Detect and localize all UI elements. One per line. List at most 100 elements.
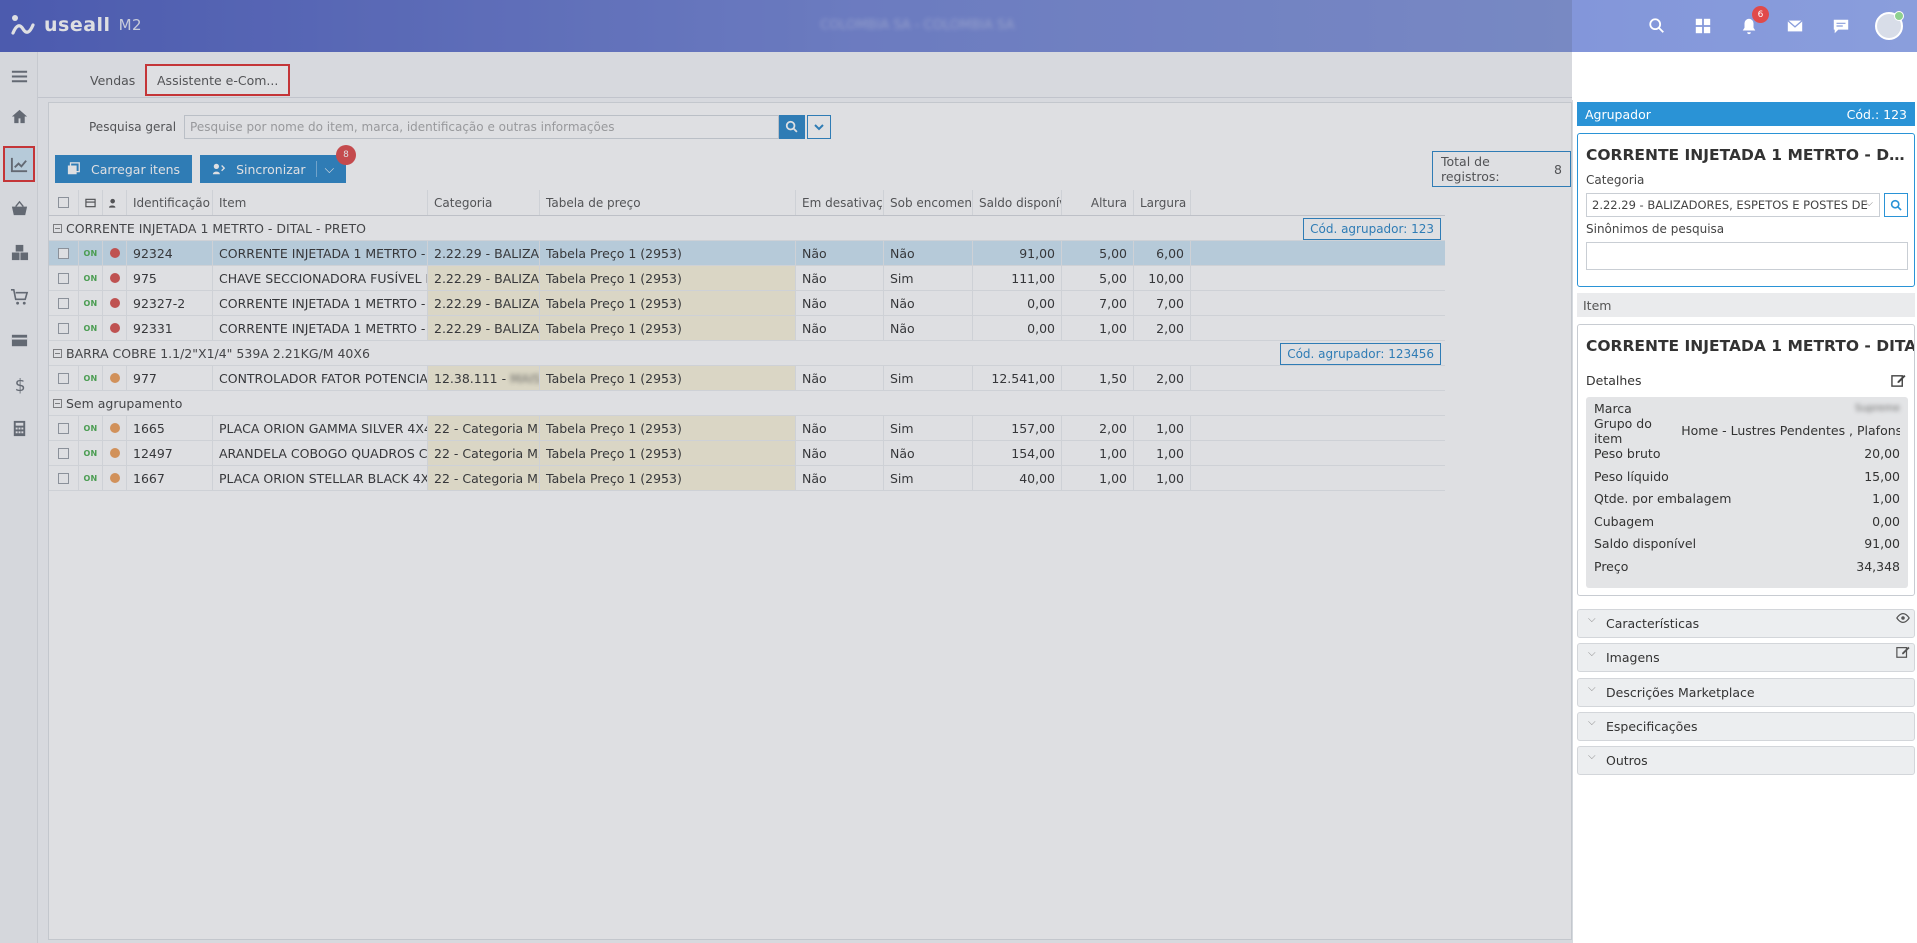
load-items-button[interactable]: Carregar itens: [55, 155, 193, 183]
row-checkbox[interactable]: [49, 416, 79, 440]
tab-vendas[interactable]: Vendas: [90, 72, 136, 88]
category-search-button[interactable]: [1884, 193, 1908, 217]
credit-card-icon[interactable]: [3, 322, 35, 358]
mail-icon[interactable]: [1783, 14, 1807, 38]
cell-largura: 2,00: [1134, 316, 1191, 340]
boxes-icon[interactable]: [3, 234, 35, 270]
group-row[interactable]: CORRENTE INJETADA 1 METRTO - DITAL - PRE…: [49, 216, 1445, 241]
col-tabela-preco[interactable]: Tabela de preço: [540, 190, 796, 215]
accordion-1[interactable]: ⌵ Imagens: [1577, 643, 1915, 672]
sales-chart-icon[interactable]: [3, 146, 35, 182]
collapse-icon[interactable]: [53, 348, 62, 358]
sync-dropdown-chevron-icon[interactable]: ⌵: [315, 161, 334, 177]
svg-text:$: $: [14, 376, 25, 394]
category-select[interactable]: 2.22.29 - BALIZADORES, ESPETOS E POSTES …: [1586, 193, 1880, 217]
copy-icon: [67, 162, 80, 175]
tab-assistente-ecom[interactable]: Assistente e-Com...: [145, 64, 291, 96]
group-row[interactable]: BARRA COBRE 1.1/2"X1/4" 539A 2.21KG/M 40…: [49, 341, 1445, 366]
cell-categoria: 2.22.29 - BALIZAD...: [428, 241, 540, 265]
detail-label: Marca: [1594, 400, 1632, 416]
dollar-icon[interactable]: $: [3, 366, 35, 402]
col-saldo[interactable]: Saldo disponível: [973, 190, 1062, 215]
cell-largura: 1,00: [1134, 441, 1191, 465]
col-altura[interactable]: Altura: [1062, 190, 1134, 215]
general-search: Pesquisa geral Pesquise por nome do item…: [89, 115, 832, 139]
cart-add-icon[interactable]: [3, 278, 35, 314]
row-checkbox[interactable]: [49, 291, 79, 315]
main-area: Vendas Assistente e-Com... Pesquisa gera…: [38, 52, 1572, 943]
logo-suffix: M2: [118, 16, 143, 34]
col-identificacao[interactable]: Identificação: [127, 190, 213, 215]
select-all-checkbox[interactable]: [49, 190, 79, 215]
detail-value: 20,00: [1864, 445, 1900, 461]
group-row[interactable]: Sem agrupamento: [49, 391, 1445, 416]
row-checkbox[interactable]: [49, 466, 79, 490]
accordion-label: Descrições Marketplace: [1606, 685, 1755, 700]
basket-icon[interactable]: [3, 190, 35, 226]
cell-price: Tabela Preço 1 (2953): [540, 241, 796, 265]
accordion-label: Especificações: [1606, 719, 1698, 734]
row-checkbox[interactable]: [49, 366, 79, 390]
notification-bell-icon[interactable]: 6: [1737, 6, 1769, 38]
row-checkbox[interactable]: [49, 241, 79, 265]
search-options-button[interactable]: [807, 115, 832, 139]
user-avatar[interactable]: [1875, 11, 1904, 40]
search-button[interactable]: [779, 115, 806, 139]
group-code-badge[interactable]: Cód. agrupador: 123456: [1280, 343, 1441, 365]
col-item[interactable]: Item: [213, 190, 428, 215]
col-em-desativacao[interactable]: Em desativação: [796, 190, 884, 215]
accordion-4[interactable]: ⌵ Outros: [1577, 746, 1915, 775]
cell-enc: Sim: [884, 366, 973, 390]
row-checkbox[interactable]: [49, 316, 79, 340]
accordion-0[interactable]: ⌵ Características: [1577, 609, 1915, 638]
chat-icon[interactable]: [1829, 14, 1853, 38]
detail-row: Qtde. por embalagem 1,00: [1586, 487, 1908, 510]
calculator-icon[interactable]: [3, 410, 35, 446]
synonyms-input[interactable]: [1586, 242, 1908, 270]
search-input[interactable]: Pesquise por nome do item, marca, identi…: [184, 115, 780, 139]
collapse-icon[interactable]: [53, 223, 62, 233]
item-card: CORRENTE INJETADA 1 METRTO - DITAL - ...…: [1577, 324, 1915, 596]
menu-icon[interactable]: [3, 58, 35, 94]
status-on-badge: ON: [79, 316, 103, 340]
accordion-3[interactable]: ⌵ Especificações: [1577, 712, 1915, 741]
apps-icon[interactable]: [1691, 14, 1715, 38]
status-on-badge: ON: [79, 416, 103, 440]
detail-row: Peso bruto 20,00: [1586, 442, 1908, 465]
row-checkbox[interactable]: [49, 266, 79, 290]
accordion-2[interactable]: ⌵ Descrições Marketplace: [1577, 678, 1915, 707]
detail-label: Peso bruto: [1594, 445, 1661, 461]
col-sob-encomenda[interactable]: Sob encomenda: [884, 190, 973, 215]
edit-icon[interactable]: [1891, 373, 1906, 388]
home-icon[interactable]: [3, 98, 35, 134]
search-icon[interactable]: [1645, 14, 1669, 38]
sync-button[interactable]: Sincronizar ⌵ 8: [200, 145, 357, 183]
col-categoria[interactable]: Categoria: [428, 190, 540, 215]
sync-users-icon: [212, 163, 226, 175]
sync-status-dot: [103, 266, 127, 290]
eye-icon[interactable]: [1896, 611, 1910, 625]
cell-categoria: 2.22.29 - BALIZAD...: [428, 266, 540, 290]
edit-icon[interactable]: [1896, 645, 1910, 659]
app-logo[interactable]: useall M2: [10, 13, 142, 37]
row-checkbox[interactable]: [49, 441, 79, 465]
detail-label: Qtde. por embalagem: [1594, 491, 1732, 507]
cell-id: 92331: [127, 316, 213, 340]
items-grid: Identificação Item Categoria Tabela de p…: [49, 190, 1445, 491]
cell-largura: 10,00: [1134, 266, 1191, 290]
cell-largura: 6,00: [1134, 241, 1191, 265]
chevron-down-icon: ⌵: [1588, 717, 1596, 728]
col-largura[interactable]: Largura: [1134, 190, 1191, 215]
collapse-icon[interactable]: [53, 398, 62, 408]
detail-value: 1,00: [1872, 491, 1900, 507]
group-code-badge[interactable]: Cód. agrupador: 123: [1303, 218, 1441, 240]
status-on-badge: ON: [79, 266, 103, 290]
